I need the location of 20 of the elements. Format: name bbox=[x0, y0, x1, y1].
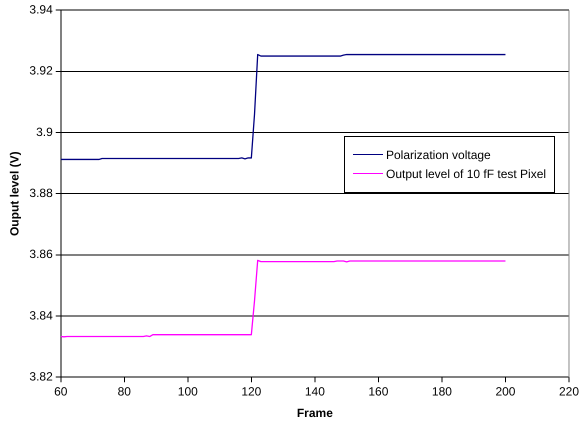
x-tick-label: 180 bbox=[432, 384, 452, 399]
x-axis-title: Frame bbox=[296, 406, 334, 420]
y-tick-label: 3.9 bbox=[36, 124, 54, 139]
y-tick-label: 3.92 bbox=[29, 64, 54, 78]
x-tick-label: 220 bbox=[558, 384, 580, 399]
x-tick-label: 100 bbox=[178, 384, 198, 399]
y-tick-label: 3.84 bbox=[29, 308, 54, 322]
x-tick-label: 80 bbox=[118, 384, 132, 399]
y-tick-label: 3.82 bbox=[29, 370, 54, 384]
y-tick-label: 3.88 bbox=[29, 186, 54, 200]
x-tick-label: 120 bbox=[241, 384, 262, 399]
y-tick-label: 3.94 bbox=[29, 2, 54, 17]
y-tick-label: 3.86 bbox=[29, 247, 54, 262]
x-tick-label: 60 bbox=[54, 384, 68, 399]
x-tick-label: 140 bbox=[304, 384, 326, 399]
legend-label: Output level of 10 fF test Pixel bbox=[386, 166, 546, 181]
y-axis-title: Ouput level (V) bbox=[8, 151, 22, 236]
x-tick-label: 200 bbox=[495, 384, 516, 399]
legend-label: Polarization voltage bbox=[386, 148, 491, 162]
x-tick-label: 160 bbox=[368, 384, 389, 399]
